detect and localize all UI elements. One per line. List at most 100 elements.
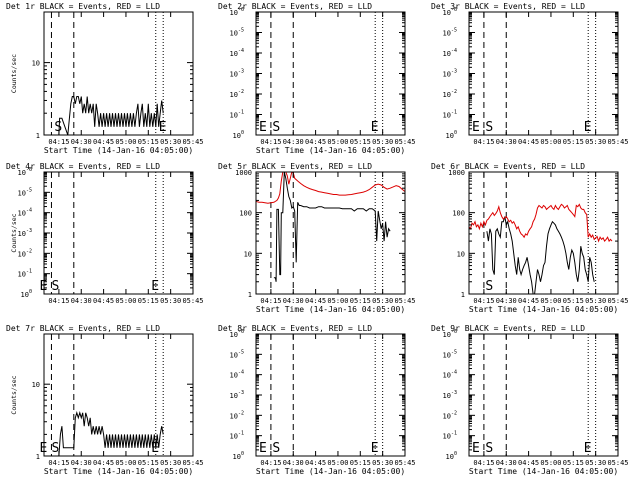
x-tick-label: 04:15 <box>260 459 281 467</box>
y-tick-label: 10 <box>457 250 465 258</box>
y-tick-exponent: -3 <box>451 69 457 75</box>
y-tick-exponent: -1 <box>238 110 244 116</box>
y-tick-exponent: -6 <box>238 329 244 335</box>
marker-label: S <box>51 279 59 294</box>
y-axis-label: Counts/sec <box>10 54 18 93</box>
y-tick-exponent: 0 <box>454 130 457 136</box>
x-tick-label: 05:15 <box>350 297 371 305</box>
x-tick-label: 04:15 <box>473 459 494 467</box>
y-tick-exponent: -5 <box>238 28 244 34</box>
x-tick-label: 05:15 <box>350 138 371 146</box>
y-tick-exponent: -5 <box>451 349 457 355</box>
panel-title: Det 3r BLACK = Events, RED = LLD <box>431 2 585 11</box>
x-tick-label: 05:00 <box>115 459 136 467</box>
x-tick-label: 05:00 <box>540 138 561 146</box>
x-tick-label: 05:45 <box>394 138 415 146</box>
x-tick-label: 05:00 <box>327 459 348 467</box>
x-tick-label: 05:15 <box>350 459 371 467</box>
y-tick-exponent: -3 <box>451 390 457 396</box>
plot-frame <box>255 171 406 295</box>
y-tick-exponent: -6 <box>451 329 457 335</box>
panel-title: Det 9r BLACK = Events, RED = LLD <box>431 324 585 333</box>
marker-label: E <box>40 279 48 294</box>
y-tick-label: 10-2 <box>230 410 244 420</box>
x-tick-label: 05:45 <box>607 297 628 305</box>
x-tick-label: 05:30 <box>585 297 606 305</box>
y-tick-exponent: -1 <box>451 110 457 116</box>
x-tick-label: 05:00 <box>327 138 348 146</box>
x-tick-label: 04:15 <box>260 138 281 146</box>
x-tick-label: 05:45 <box>182 138 203 146</box>
y-tick-exponent: 0 <box>454 451 457 457</box>
y-tick-label: 1 <box>248 291 252 299</box>
y-tick-label: 10-2 <box>443 89 457 99</box>
x-tick-label: 04:15 <box>473 297 494 305</box>
marker-label: S <box>51 441 59 456</box>
y-tick-exponent: 0 <box>241 451 244 457</box>
y-axis-label: Counts/sec <box>10 213 18 252</box>
x-tick-label: 05:15 <box>138 459 159 467</box>
x-tick-label: 04:15 <box>48 138 69 146</box>
y-tick-exponent: -4 <box>451 370 457 376</box>
x-tick-label: 05:00 <box>540 459 561 467</box>
y-tick-label: 10-1 <box>443 431 457 441</box>
panel-title: Det 8r BLACK = Events, RED = LLD <box>218 324 372 333</box>
x-tick-label: 05:30 <box>372 297 393 305</box>
y-tick-label: 10-2 <box>18 248 32 258</box>
x-tick-label: 05:45 <box>182 459 203 467</box>
y-tick-exponent: -2 <box>238 89 244 95</box>
x-tick-label: 05:45 <box>607 459 628 467</box>
x-tick-label: 04:45 <box>93 297 114 305</box>
y-tick-label: 10-4 <box>443 48 457 58</box>
x-tick-label: 04:15 <box>48 459 69 467</box>
y-tick-exponent: -1 <box>238 431 244 437</box>
x-tick-label: 05:30 <box>160 138 181 146</box>
x-axis-label: Start Time (14-Jan-16 04:05:00) <box>256 467 405 476</box>
y-tick-label: 10-4 <box>230 370 244 380</box>
series-line-2 <box>469 203 613 243</box>
x-tick-label: 04:45 <box>305 459 326 467</box>
y-tick-label: 100 <box>446 451 457 461</box>
y-tick-label: 100 <box>21 289 32 299</box>
y-tick-exponent: -2 <box>451 89 457 95</box>
x-tick-label: 04:45 <box>518 138 539 146</box>
x-tick-label: 04:30 <box>71 138 92 146</box>
y-tick-label: 10-3 <box>443 69 457 79</box>
x-tick-label: 04:15 <box>48 297 69 305</box>
x-tick-label: 05:15 <box>563 297 584 305</box>
marker-label: E <box>584 441 592 456</box>
x-tick-label: 05:30 <box>160 297 181 305</box>
y-tick-label: 10-3 <box>230 390 244 400</box>
marker-label: E <box>584 120 592 135</box>
y-tick-label: 10-5 <box>443 28 457 38</box>
y-tick-label: 10-2 <box>230 89 244 99</box>
x-tick-label: 04:15 <box>260 297 281 305</box>
x-tick-label: 05:45 <box>182 297 203 305</box>
series-line-1 <box>55 96 164 135</box>
y-tick-label: 10-5 <box>230 28 244 38</box>
x-tick-label: 04:15 <box>473 138 494 146</box>
y-tick-label: 1 <box>461 291 465 299</box>
y-axis-label: Counts/sec <box>10 375 18 414</box>
panel-title: Det 4r BLACK = Events, RED = LLD <box>6 162 160 171</box>
y-tick-exponent: -2 <box>451 410 457 416</box>
y-tick-exponent: -2 <box>238 410 244 416</box>
x-tick-label: 05:45 <box>394 297 415 305</box>
y-tick-label: 10-4 <box>18 208 32 218</box>
x-tick-label: 04:30 <box>496 138 517 146</box>
marker-label: S <box>54 120 62 135</box>
x-tick-label: 04:45 <box>93 138 114 146</box>
y-tick-exponent: -3 <box>238 390 244 396</box>
x-axis-label: Start Time (14-Jan-16 04:05:00) <box>469 467 618 476</box>
y-tick-label: 10 <box>32 60 40 68</box>
x-tick-label: 05:30 <box>372 459 393 467</box>
x-tick-label: 05:30 <box>372 138 393 146</box>
y-tick-label: 10-3 <box>443 390 457 400</box>
x-tick-label: 04:30 <box>283 459 304 467</box>
